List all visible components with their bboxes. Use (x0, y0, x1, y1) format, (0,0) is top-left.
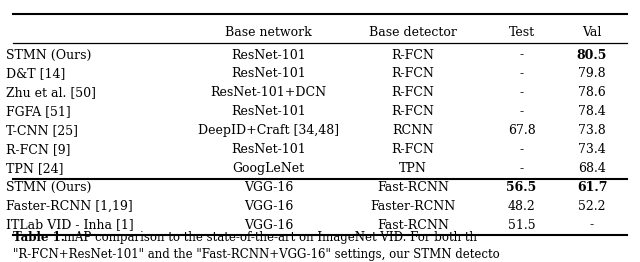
Text: R-FCN [9]: R-FCN [9] (6, 143, 71, 156)
Text: 78.4: 78.4 (578, 105, 606, 118)
Text: -: - (520, 162, 524, 175)
Text: ITLab VID - Inha [1]: ITLab VID - Inha [1] (6, 219, 134, 232)
Text: TPN [24]: TPN [24] (6, 162, 64, 175)
Text: VGG-16: VGG-16 (244, 200, 294, 213)
Text: ResNet-101: ResNet-101 (232, 105, 306, 118)
Text: "R-FCN+ResNet-101" and the "Fast-RCNN+VGG-16" settings, our STMN detecto: "R-FCN+ResNet-101" and the "Fast-RCNN+VG… (13, 248, 500, 261)
Text: -: - (590, 219, 594, 232)
Text: R-FCN: R-FCN (392, 143, 434, 156)
Text: 73.8: 73.8 (578, 124, 606, 137)
Text: -: - (520, 105, 524, 118)
Text: -: - (520, 143, 524, 156)
Text: -: - (520, 48, 524, 62)
Text: 48.2: 48.2 (508, 200, 536, 213)
Text: STMN (Ours): STMN (Ours) (6, 181, 92, 194)
Text: Fast-RCNN: Fast-RCNN (377, 219, 449, 232)
Text: -: - (520, 67, 524, 80)
Text: 61.7: 61.7 (577, 181, 607, 194)
Text: ResNet-101+DCN: ResNet-101+DCN (211, 86, 327, 99)
Text: Base detector: Base detector (369, 26, 457, 39)
Text: 80.5: 80.5 (577, 48, 607, 62)
Text: R-FCN: R-FCN (392, 67, 434, 80)
Text: R-FCN: R-FCN (392, 86, 434, 99)
Text: D&T [14]: D&T [14] (6, 67, 66, 80)
Text: Zhu et al. [50]: Zhu et al. [50] (6, 86, 97, 99)
Text: 73.4: 73.4 (578, 143, 606, 156)
Text: ResNet-101: ResNet-101 (232, 48, 306, 62)
Text: Val: Val (582, 26, 602, 39)
Text: mAP comparison to the state-of-the-art on ImageNet VID. For both th: mAP comparison to the state-of-the-art o… (60, 231, 477, 244)
Text: T-CNN [25]: T-CNN [25] (6, 124, 79, 137)
Text: -: - (520, 86, 524, 99)
Text: 78.6: 78.6 (578, 86, 606, 99)
Text: VGG-16: VGG-16 (244, 219, 294, 232)
Text: 79.8: 79.8 (578, 67, 606, 80)
Text: 56.5: 56.5 (506, 181, 537, 194)
Text: 68.4: 68.4 (578, 162, 606, 175)
Text: Test: Test (509, 26, 534, 39)
Text: ResNet-101: ResNet-101 (232, 143, 306, 156)
Text: R-FCN: R-FCN (392, 48, 434, 62)
Text: TPN: TPN (399, 162, 427, 175)
Text: 52.2: 52.2 (579, 200, 605, 213)
Text: Fast-RCNN: Fast-RCNN (377, 181, 449, 194)
Text: STMN (Ours): STMN (Ours) (6, 48, 92, 62)
Text: DeepID+Craft [34,48]: DeepID+Craft [34,48] (198, 124, 339, 137)
Text: ResNet-101: ResNet-101 (232, 67, 306, 80)
Text: VGG-16: VGG-16 (244, 181, 294, 194)
Text: FGFA [51]: FGFA [51] (6, 105, 71, 118)
Text: R-FCN: R-FCN (392, 105, 434, 118)
Text: Faster-RCNN: Faster-RCNN (370, 200, 456, 213)
Text: Table 1.: Table 1. (13, 231, 65, 244)
Text: 51.5: 51.5 (508, 219, 536, 232)
Text: Faster-RCNN [1,19]: Faster-RCNN [1,19] (6, 200, 133, 213)
Text: Base network: Base network (225, 26, 312, 39)
Text: 67.8: 67.8 (508, 124, 536, 137)
Text: RCNN: RCNN (392, 124, 433, 137)
Text: GoogLeNet: GoogLeNet (233, 162, 305, 175)
